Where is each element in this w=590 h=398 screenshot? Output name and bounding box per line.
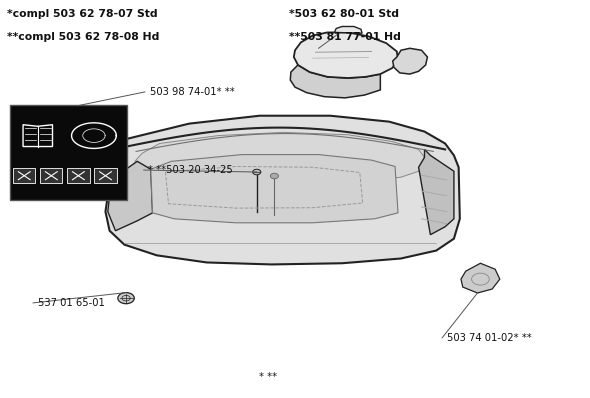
Text: 503 98 74-01* **: 503 98 74-01* ** (150, 87, 234, 97)
FancyBboxPatch shape (10, 105, 127, 200)
Polygon shape (106, 116, 460, 264)
Polygon shape (151, 154, 398, 223)
Text: **compl 503 62 78-08 Hd: **compl 503 62 78-08 Hd (6, 32, 159, 43)
Polygon shape (419, 149, 454, 235)
Polygon shape (108, 161, 153, 231)
FancyBboxPatch shape (40, 168, 63, 183)
Text: 537 01 65-01: 537 01 65-01 (38, 298, 104, 308)
Circle shape (253, 169, 261, 175)
Polygon shape (335, 27, 362, 33)
Polygon shape (135, 133, 424, 183)
Polygon shape (461, 263, 500, 293)
Text: * **: * ** (260, 372, 277, 382)
Polygon shape (393, 48, 427, 74)
Circle shape (270, 173, 278, 179)
Polygon shape (290, 65, 381, 98)
Text: *compl 503 62 78-07 Std: *compl 503 62 78-07 Std (6, 9, 157, 19)
Polygon shape (294, 32, 398, 78)
Text: 503 74 01-02* **: 503 74 01-02* ** (447, 333, 532, 343)
FancyBboxPatch shape (67, 168, 90, 183)
FancyBboxPatch shape (13, 168, 35, 183)
Text: * **503 20 34-25: * **503 20 34-25 (149, 165, 233, 175)
Text: *503 62 80-01 Std: *503 62 80-01 Std (289, 9, 399, 19)
FancyBboxPatch shape (94, 168, 117, 183)
Circle shape (118, 293, 135, 304)
Text: eReplacementParts.com: eReplacementParts.com (185, 190, 405, 208)
Text: **503 81 77-01 Hd: **503 81 77-01 Hd (289, 32, 401, 43)
